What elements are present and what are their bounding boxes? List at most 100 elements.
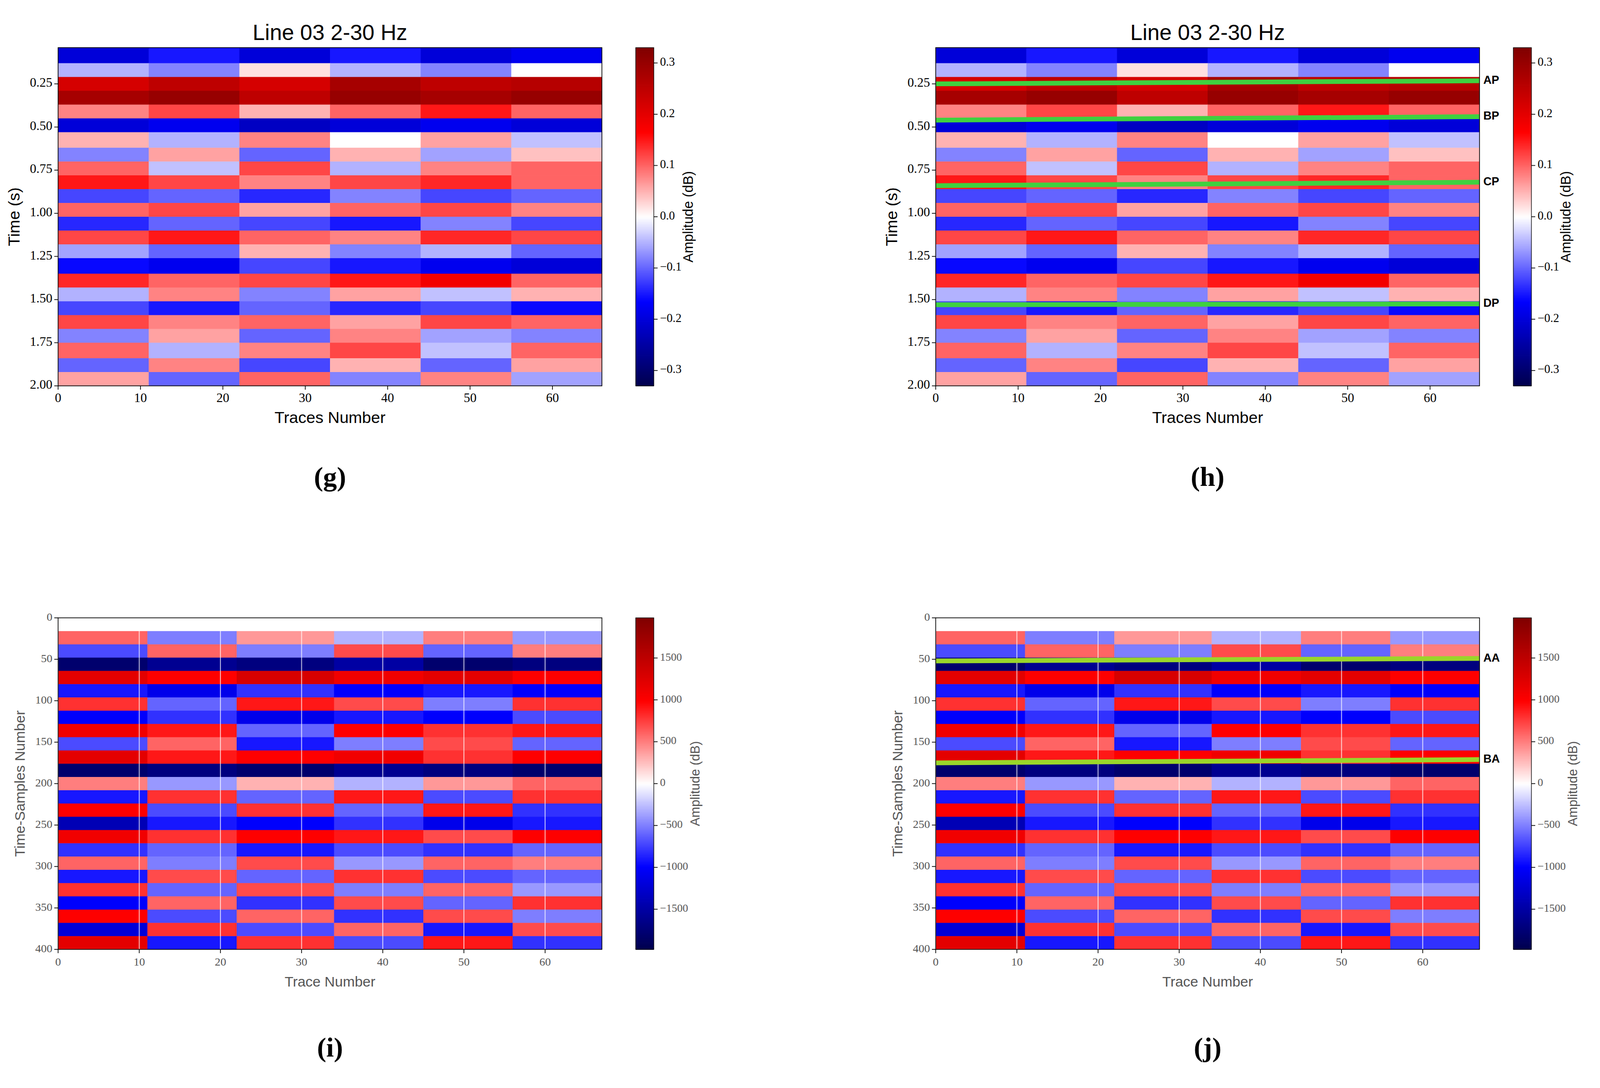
cell: [1390, 909, 1480, 923]
cell: [1390, 896, 1480, 910]
cell: [1390, 790, 1480, 804]
cell: [1211, 829, 1302, 843]
x-tick-label: 20: [216, 390, 230, 405]
y-tick-label: 1.50: [907, 290, 930, 306]
y-tick: [54, 212, 59, 214]
cell: [334, 750, 424, 764]
cell: [147, 896, 237, 910]
panel-label: (j): [1193, 1031, 1222, 1063]
cell: [236, 617, 335, 631]
cell: [58, 244, 150, 259]
y-tick-label: 1.00: [30, 204, 53, 220]
cell: [512, 842, 602, 857]
cell: [1026, 328, 1118, 343]
cell: [1390, 935, 1480, 950]
cell: [1390, 856, 1480, 870]
horizon: [935, 759, 1480, 763]
cell: [423, 763, 513, 777]
cell: [935, 842, 1026, 857]
cell: [148, 189, 240, 204]
cell: [236, 869, 335, 883]
cell: [935, 287, 1027, 302]
cell: [423, 737, 513, 751]
figure: 01020304050600.250.500.751.001.251.501.7…: [0, 0, 1600, 1088]
cell: [1117, 230, 1209, 245]
y-tick: [931, 700, 936, 701]
cell: [935, 882, 1026, 897]
cell: [58, 935, 148, 950]
colorbar-tick: [653, 866, 658, 868]
colorbar-tick: [1531, 165, 1536, 167]
cell: [1298, 63, 1390, 78]
cell: [1211, 644, 1302, 658]
x-tick-label: 10: [133, 955, 145, 968]
colorbar-tick-label: −0.1: [660, 260, 682, 273]
horizon-label: AP: [1483, 73, 1500, 87]
x-axis-title: Traces Number: [1151, 408, 1263, 427]
horizon: [935, 182, 1480, 186]
cell: [334, 657, 424, 671]
cell: [334, 763, 424, 777]
cell: [147, 882, 237, 897]
cell: [1298, 118, 1390, 133]
cell: [236, 630, 335, 645]
colorbar-tick-label: 1500: [660, 650, 682, 663]
cell: [1117, 287, 1209, 302]
y-tick: [931, 948, 936, 950]
x-axis-title: Trace Number: [1162, 973, 1254, 990]
cell: [334, 803, 424, 817]
cell: [420, 118, 512, 133]
colorbar-tick-label: 500: [1537, 734, 1555, 747]
colorbar-tick: [1531, 62, 1536, 64]
colorbar-tick-label: −1500: [1537, 901, 1566, 914]
cell: [420, 77, 512, 92]
cell: [334, 644, 424, 658]
x-tick: [1429, 385, 1431, 390]
y-tick-label: 1.25: [30, 248, 53, 263]
x-tick-label: 60: [1417, 955, 1429, 968]
colorbar-tick-label: −500: [1537, 818, 1560, 830]
cell: [935, 776, 1026, 790]
cell: [1390, 922, 1480, 936]
cell: [1298, 90, 1390, 106]
cell: [1298, 47, 1390, 64]
x-tick-label: 0: [932, 390, 940, 405]
cell: [1024, 644, 1115, 658]
cell: [1390, 670, 1480, 684]
cell: [1211, 882, 1302, 897]
cell: [1390, 776, 1480, 790]
cell: [58, 301, 150, 316]
y-tick-label: 400: [912, 941, 930, 955]
cell: [1117, 90, 1209, 106]
cell: [935, 104, 1027, 120]
colorbar-title: Amplitude (dB): [688, 740, 703, 827]
cell: [511, 132, 602, 149]
cell: [1389, 161, 1480, 176]
cell: [334, 882, 424, 897]
cell: [511, 328, 602, 343]
cell: [236, 829, 335, 843]
cell: [330, 104, 421, 120]
title: Line 03 2-30 Hz: [1130, 20, 1286, 45]
colorbar-tick-label: 0.2: [1537, 106, 1553, 120]
grid-line: [382, 617, 384, 950]
cell: [236, 657, 335, 671]
cell: [330, 342, 421, 359]
cell: [423, 750, 513, 764]
y-tick: [931, 741, 936, 743]
y-tick: [54, 824, 59, 826]
cell: [935, 737, 1026, 751]
cell: [935, 230, 1027, 245]
cell: [935, 617, 1026, 631]
cell: [330, 358, 421, 373]
cell: [239, 273, 331, 289]
cell: [1026, 104, 1118, 120]
colorbar-tick: [653, 216, 658, 218]
colorbar-tick: [1531, 216, 1536, 218]
cell: [147, 630, 237, 645]
cell: [1024, 697, 1115, 711]
cell: [512, 630, 602, 645]
cell: [420, 90, 512, 106]
cell: [423, 644, 513, 658]
cell: [423, 896, 513, 910]
